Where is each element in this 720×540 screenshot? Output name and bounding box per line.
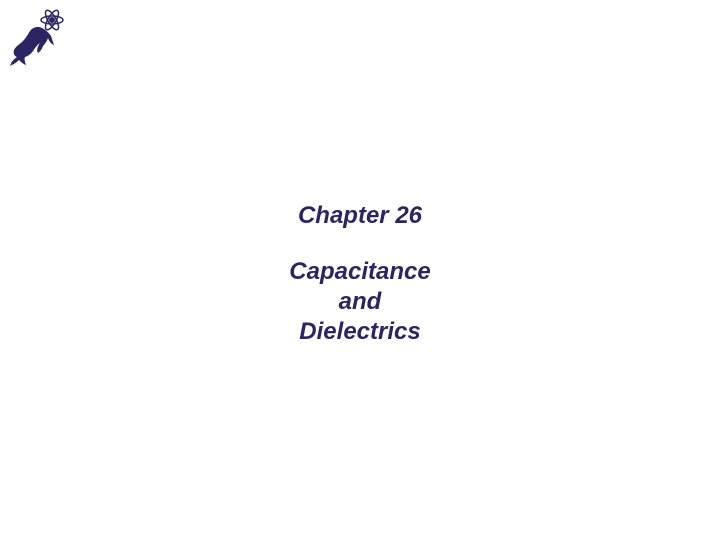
chapter-label: Chapter 26: [0, 200, 720, 231]
title-line-3: Dielectrics: [0, 317, 720, 347]
slide-content: Chapter 26 Capacitance and Dielectrics: [0, 200, 720, 347]
title-line-2: and: [0, 287, 720, 317]
lizard-atom-logo: [8, 8, 78, 70]
title-line-1: Capacitance: [0, 257, 720, 287]
